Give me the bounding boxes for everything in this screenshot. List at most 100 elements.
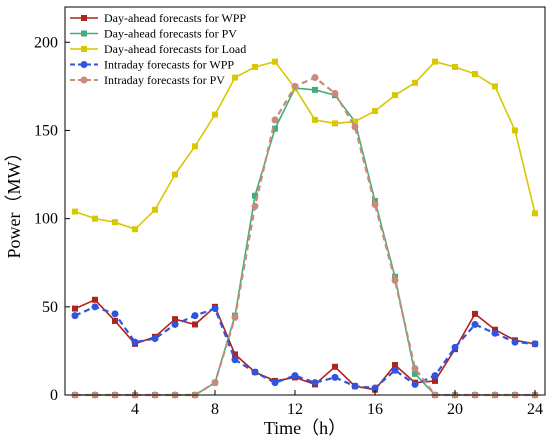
data-point [452, 63, 458, 70]
legend: Day-ahead forecasts for WPP Day-ahead for… [70, 11, 246, 87]
data-point [472, 71, 478, 78]
data-point [372, 108, 378, 115]
data-point [271, 379, 279, 387]
data-point [472, 310, 478, 317]
data-point [232, 74, 238, 81]
data-point [532, 210, 538, 217]
x-tick-label: 12 [287, 401, 303, 418]
data-point [412, 79, 418, 86]
legend-marker [81, 30, 87, 37]
data-point [332, 120, 338, 127]
data-point [332, 363, 338, 370]
data-point [112, 317, 118, 324]
data-point [491, 329, 499, 337]
data-point [531, 340, 539, 348]
series-line [75, 76, 535, 397]
data-point [171, 320, 179, 328]
data-point [211, 305, 219, 313]
data-point [411, 380, 419, 388]
data-point [151, 335, 159, 343]
x-tick-label: 8 [211, 401, 219, 418]
y-tick-label: 50 [42, 299, 58, 316]
y-tick-label: 200 [34, 34, 58, 51]
data-point [312, 86, 318, 93]
data-point [391, 366, 399, 374]
legend-marker [80, 61, 88, 68]
plot-frame [64, 6, 546, 396]
data-point [192, 321, 198, 328]
axis-ticks: 4 8 12 16 20 24 0 50 100 150 200 [34, 34, 543, 418]
legend-marker [80, 76, 88, 84]
data-point [391, 276, 399, 284]
series-line [74, 305, 536, 389]
legend-marker [81, 15, 87, 21]
legend-item: Day-ahead forecasts for Load [70, 42, 246, 56]
data-point [351, 123, 359, 131]
series-2 [72, 85, 538, 398]
data-point [231, 313, 239, 321]
y-tick-label: 0 [50, 387, 58, 404]
legend-label: Intraday forecasts for WPP [104, 58, 234, 72]
plot-marks [71, 58, 539, 399]
data-point [451, 343, 459, 351]
data-point [71, 312, 79, 320]
x-axis-title: Time（h） [264, 418, 346, 438]
data-point [392, 362, 398, 369]
legend-marker [81, 46, 87, 52]
data-point [252, 63, 258, 70]
series-line [74, 298, 536, 391]
legend-item: Intraday forecasts for WPP [70, 58, 234, 72]
y-tick-label: 150 [34, 122, 58, 139]
data-point [251, 368, 259, 376]
data-point [492, 83, 498, 90]
data-point [211, 379, 219, 387]
data-point [232, 351, 238, 358]
data-point [112, 219, 118, 226]
data-point [512, 127, 518, 134]
data-point [412, 370, 418, 377]
data-point [192, 143, 198, 150]
data-point [291, 82, 299, 90]
legend-item: Day-ahead forecasts for WPP [70, 11, 246, 25]
data-point [411, 365, 419, 373]
data-point [72, 305, 78, 312]
data-point [72, 208, 78, 215]
data-point [152, 206, 158, 213]
data-point [291, 372, 299, 380]
data-point [111, 310, 119, 318]
data-point [191, 312, 199, 320]
data-point [272, 58, 278, 65]
data-point [311, 379, 319, 387]
data-point [312, 116, 318, 123]
series-line [75, 87, 535, 396]
data-point [271, 116, 279, 124]
data-point [131, 338, 139, 346]
data-point [492, 326, 498, 333]
legend-item: Intraday forecasts for PV [70, 73, 225, 87]
x-tick-label: 16 [367, 401, 383, 418]
data-point [392, 92, 398, 99]
data-point [172, 171, 178, 178]
data-point [432, 377, 438, 384]
series-1 [72, 296, 538, 393]
data-point [92, 296, 98, 303]
x-tick-label: 24 [527, 401, 543, 418]
data-point [351, 382, 359, 390]
data-point [471, 320, 479, 328]
data-point [132, 226, 138, 233]
data-point [92, 215, 98, 222]
data-point [331, 373, 339, 381]
data-point [172, 316, 178, 323]
legend-label: Day-ahead forecasts for PV [104, 27, 237, 41]
data-point [91, 303, 99, 311]
data-point [231, 356, 239, 364]
data-point [251, 202, 259, 210]
data-point [311, 74, 319, 82]
series-3 [72, 58, 538, 233]
legend-label: Intraday forecasts for PV [104, 73, 225, 87]
x-tick-label: 4 [131, 401, 139, 418]
series-4 [71, 303, 539, 392]
data-point [511, 338, 519, 346]
